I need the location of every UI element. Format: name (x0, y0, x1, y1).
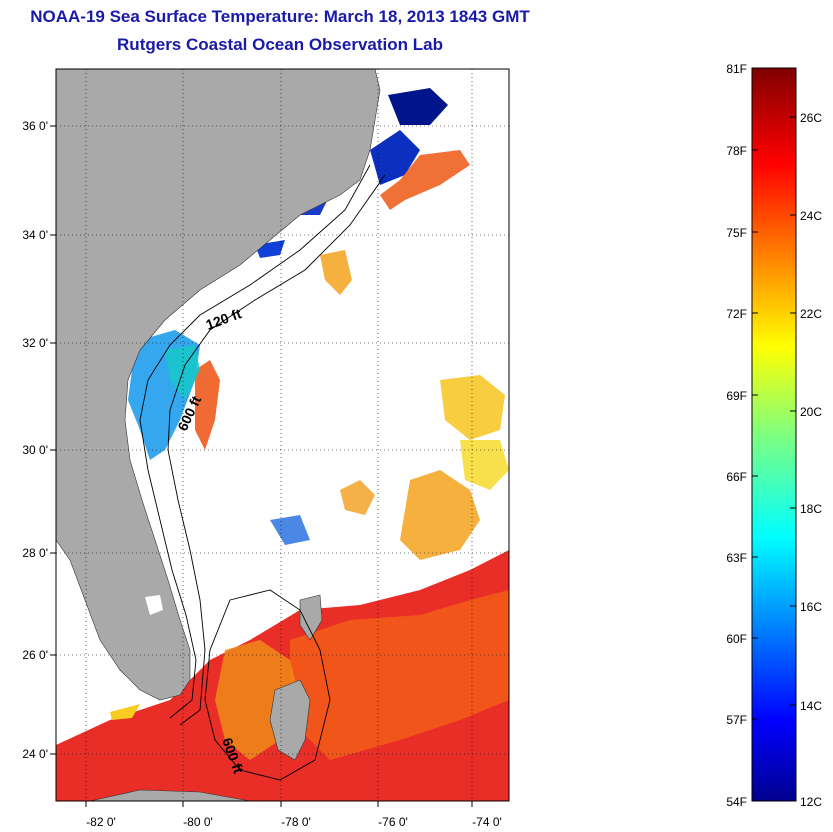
sst-swath-east-orange (440, 375, 505, 440)
lon-label-78: -78 0' (281, 815, 311, 829)
colorbar-f-60: 60F (726, 632, 747, 646)
sst-swath-gulf-stream-north (195, 360, 220, 450)
frame-ticks (50, 125, 473, 807)
map-title: NOAA-19 Sea Surface Temperature: March 1… (30, 7, 530, 26)
colorbar-c-24: 24C (800, 209, 822, 223)
sst-swath-capehatteras-blue (370, 130, 420, 185)
colorbar-f-57: 57F (726, 713, 747, 727)
lat-label-28: 28 0' (22, 546, 48, 560)
colorbar (751, 67, 797, 802)
colorbar-c-18: 18C (800, 502, 822, 516)
map-frame (55, 68, 510, 802)
cuba-land (89, 789, 251, 801)
lon-label-80: -80 0' (183, 815, 213, 829)
us-mainland-land (56, 69, 381, 701)
colorbar-f-54: 54F (726, 795, 747, 809)
lat-label-34: 34 0' (22, 228, 48, 242)
colorbar-f-72: 72F (726, 307, 747, 321)
sst-swath-bahamas-blue (270, 515, 310, 545)
lat-label-36: 36 0' (22, 119, 48, 133)
lon-label-74: -74 0' (472, 815, 502, 829)
contour-600ft (167, 174, 386, 726)
colorbar-c-14: 14C (800, 699, 822, 713)
sst-data-layer (56, 88, 509, 801)
lat-label-32: 32 0' (22, 336, 48, 350)
sst-swath-orange-south (290, 590, 509, 760)
colorbar-f-75: 75F (726, 226, 747, 240)
contour-120ft (139, 164, 371, 719)
sst-swath-pamlico-navy (388, 88, 448, 125)
map-subtitle: Rutgers Coastal Ocean Observation Lab (117, 35, 443, 54)
colorbar-c-26: 26C (800, 111, 822, 125)
colorbar-f-78: 78F (726, 144, 747, 158)
lon-label-76: -76 0' (378, 815, 408, 829)
contour-bahamas (204, 589, 331, 781)
colorbar-c-22: 22C (800, 307, 822, 321)
colorbar-f-69: 69F (726, 389, 747, 403)
sst-swath-central-patches (340, 480, 375, 515)
colorbar-f-81: 81F (726, 62, 747, 76)
sst-swath-sc-orange (320, 250, 352, 295)
lat-label-24: 24 0' (22, 747, 48, 761)
lake-okeechobee (145, 595, 163, 615)
sst-swath-central-orange (400, 470, 480, 560)
lat-label-26: 26 0' (22, 648, 48, 662)
colorbar-c-12: 12C (800, 795, 822, 809)
lon-label-82: -82 0' (86, 815, 116, 829)
andros-island-land (269, 679, 311, 761)
land-layer (56, 69, 381, 801)
bathymetry-contours (139, 164, 386, 781)
lat-label-30: 30 0' (22, 443, 48, 457)
sst-swath-fl-keys (110, 704, 140, 720)
colorbar-ticks (752, 116, 796, 720)
colorbar-c-20: 20C (800, 405, 822, 419)
abaco-island-land (299, 594, 323, 641)
colorbar-f-63: 63F (726, 551, 747, 565)
sst-swath-hatteras-orange (380, 150, 470, 210)
colorbar-f-66: 66F (726, 470, 747, 484)
colorbar-c-16: 16C (800, 600, 822, 614)
